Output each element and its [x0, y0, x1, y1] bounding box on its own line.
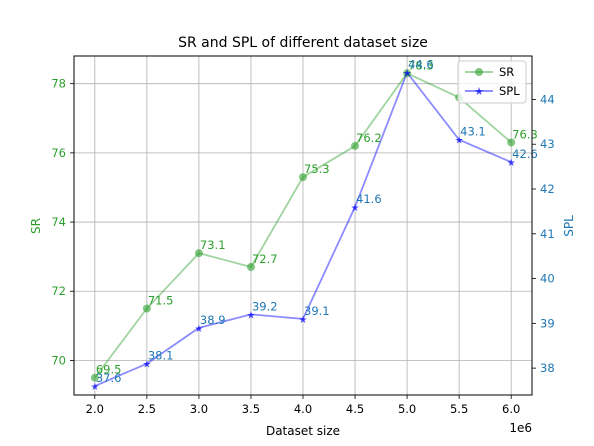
- left-axis-label: SR: [29, 218, 43, 234]
- point-sr: [299, 173, 307, 182]
- point-spl: ★: [299, 315, 308, 326]
- data-labels: 69.5 71.5 73.1 72.7 75.3 76.2 78.3 76.3 37.6 38.1…: [96, 58, 538, 385]
- x-tick-label: 5.0: [398, 402, 416, 416]
- x-tick-label: 2.0: [86, 402, 104, 416]
- point-sr: [90, 373, 99, 382]
- right-tick-label: 39: [540, 316, 555, 330]
- x-tick-label: 4.5: [346, 402, 364, 416]
- left-tick-label: 74: [51, 215, 66, 229]
- x-tick-label: 3.0: [190, 402, 208, 416]
- data-label-sr: 72.7: [252, 252, 278, 266]
- point-sr: [507, 138, 516, 147]
- data-label-sr: 76.2: [356, 131, 382, 145]
- series-line-spl: [94, 70, 512, 387]
- point-spl: ★: [455, 136, 464, 147]
- data-label-sr: 78.3: [408, 58, 434, 72]
- right-tick-label: 40: [540, 272, 555, 286]
- x-tick-label: 4.0: [294, 402, 312, 416]
- point-spl: ★: [90, 382, 99, 393]
- right-axis-ticks: 38 39 40 41 42 43 44: [532, 92, 555, 375]
- legend-marker-spl: ★: [474, 85, 484, 98]
- left-tick-label: 72: [51, 284, 66, 298]
- data-label-spl: 38.1: [148, 349, 174, 363]
- x-axis-offset-label: 1e6: [509, 421, 532, 435]
- legend-label-sr: SR: [499, 65, 514, 79]
- x-tick-label: 6.0: [502, 402, 520, 416]
- x-axis-label: Dataset size: [266, 424, 340, 438]
- data-label-spl: 41.6: [356, 192, 382, 206]
- point-sr: [246, 263, 255, 272]
- point-spl: ★: [403, 69, 412, 80]
- point-spl: ★: [246, 310, 255, 321]
- data-label-sr: 69.5: [96, 363, 122, 377]
- x-tick-label: 3.5: [242, 402, 260, 416]
- left-tick-label: 78: [51, 77, 66, 91]
- data-label-sr: 76.3: [512, 127, 538, 141]
- series-markers: ★ ★ ★ ★ ★ ★ ★ ★ ★: [90, 69, 515, 393]
- point-spl: ★: [507, 158, 516, 169]
- right-tick-label: 41: [540, 227, 555, 241]
- legend-label-spl: SPL: [499, 84, 520, 98]
- legend: SR ★ SPL: [457, 60, 527, 104]
- data-label-spl: 39.1: [304, 304, 330, 318]
- right-tick-label: 43: [540, 137, 555, 151]
- data-label-spl: 43.1: [460, 125, 486, 139]
- legend-marker-sr: [475, 68, 483, 76]
- chart-title: SR and SPL of different dataset size: [178, 35, 428, 51]
- data-label-spl: 37.6: [96, 371, 122, 385]
- point-sr: [351, 141, 360, 150]
- point-spl: ★: [351, 203, 360, 214]
- data-label-sr: 75.3: [304, 162, 330, 176]
- right-tick-label: 42: [540, 182, 555, 196]
- data-label-sr: 73.1: [200, 238, 226, 252]
- data-label-spl: 44.6: [408, 58, 434, 72]
- point-sr: [403, 69, 412, 78]
- data-label-spl: 39.2: [252, 299, 278, 313]
- x-tick-label: 5.5: [450, 402, 468, 416]
- right-tick-label: 44: [540, 92, 555, 106]
- point-sr: [194, 249, 203, 258]
- right-axis-label: SPL: [562, 215, 576, 237]
- left-tick-label: 76: [51, 146, 66, 160]
- point-spl: ★: [194, 324, 203, 335]
- data-label-spl: 38.9: [200, 313, 226, 327]
- x-tick-label: 2.5: [138, 402, 156, 416]
- data-label-spl: 42.6: [512, 147, 538, 161]
- x-axis-ticks: 2.0 2.5 3.0 3.5 4.0 4.5 5.0 5.5 6.0: [86, 395, 520, 416]
- left-axis-ticks: 70 72 74 76 78: [51, 77, 74, 367]
- grid: [74, 56, 532, 395]
- data-label-sr: 71.5: [148, 294, 174, 308]
- point-spl: ★: [142, 360, 151, 371]
- left-tick-label: 70: [51, 353, 66, 367]
- right-tick-label: 38: [540, 361, 555, 375]
- point-sr: [142, 304, 151, 313]
